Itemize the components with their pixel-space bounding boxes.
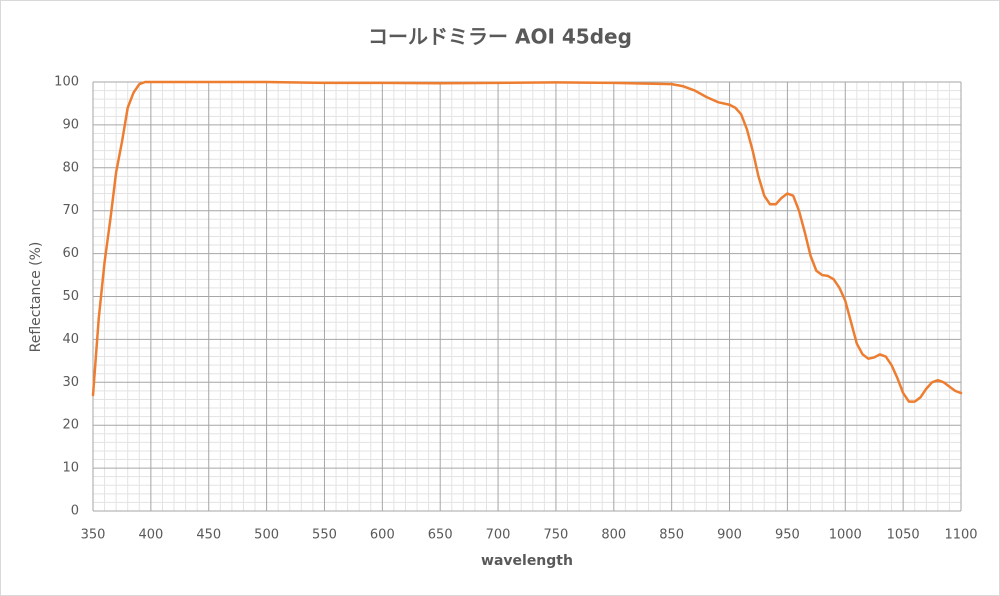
data-line xyxy=(91,80,963,403)
x-tick-label: 1000 xyxy=(829,528,862,543)
x-tick-label: 700 xyxy=(486,528,511,543)
y-tick-label: 0 xyxy=(71,504,79,519)
x-tick-label: 350 xyxy=(81,528,106,543)
y-axis-label: Reflectance (%) xyxy=(28,242,44,353)
x-tick-label: 1100 xyxy=(944,528,977,543)
y-tick-label: 90 xyxy=(62,117,79,132)
x-tick-label: 850 xyxy=(659,528,684,543)
y-tick-label: 40 xyxy=(62,332,79,347)
y-tick-label: 10 xyxy=(62,461,79,476)
y-tick-label: 80 xyxy=(62,160,79,175)
chart-title: コールドミラー AOI 45deg xyxy=(368,25,632,49)
x-tick-label: 450 xyxy=(196,528,221,543)
x-tick-label: 1050 xyxy=(887,528,920,543)
x-tick-label: 650 xyxy=(428,528,453,543)
y-tick-label: 20 xyxy=(62,418,79,433)
x-tick-label: 800 xyxy=(601,528,626,543)
x-tick-label: 400 xyxy=(138,528,163,543)
x-tick-label: 500 xyxy=(254,528,279,543)
y-tick-label: 50 xyxy=(62,289,79,304)
x-tick-label: 550 xyxy=(312,528,337,543)
y-tick-label: 60 xyxy=(62,246,79,261)
x-axis-label: wavelength xyxy=(481,553,573,569)
y-tick-label: 70 xyxy=(62,203,79,218)
y-tick-label: 30 xyxy=(62,375,79,390)
x-tick-label: 600 xyxy=(370,528,395,543)
x-tick-label: 950 xyxy=(775,528,800,543)
y-tick-label: 100 xyxy=(54,75,79,90)
x-tick-label: 750 xyxy=(544,528,569,543)
x-tick-label: 900 xyxy=(717,528,742,543)
